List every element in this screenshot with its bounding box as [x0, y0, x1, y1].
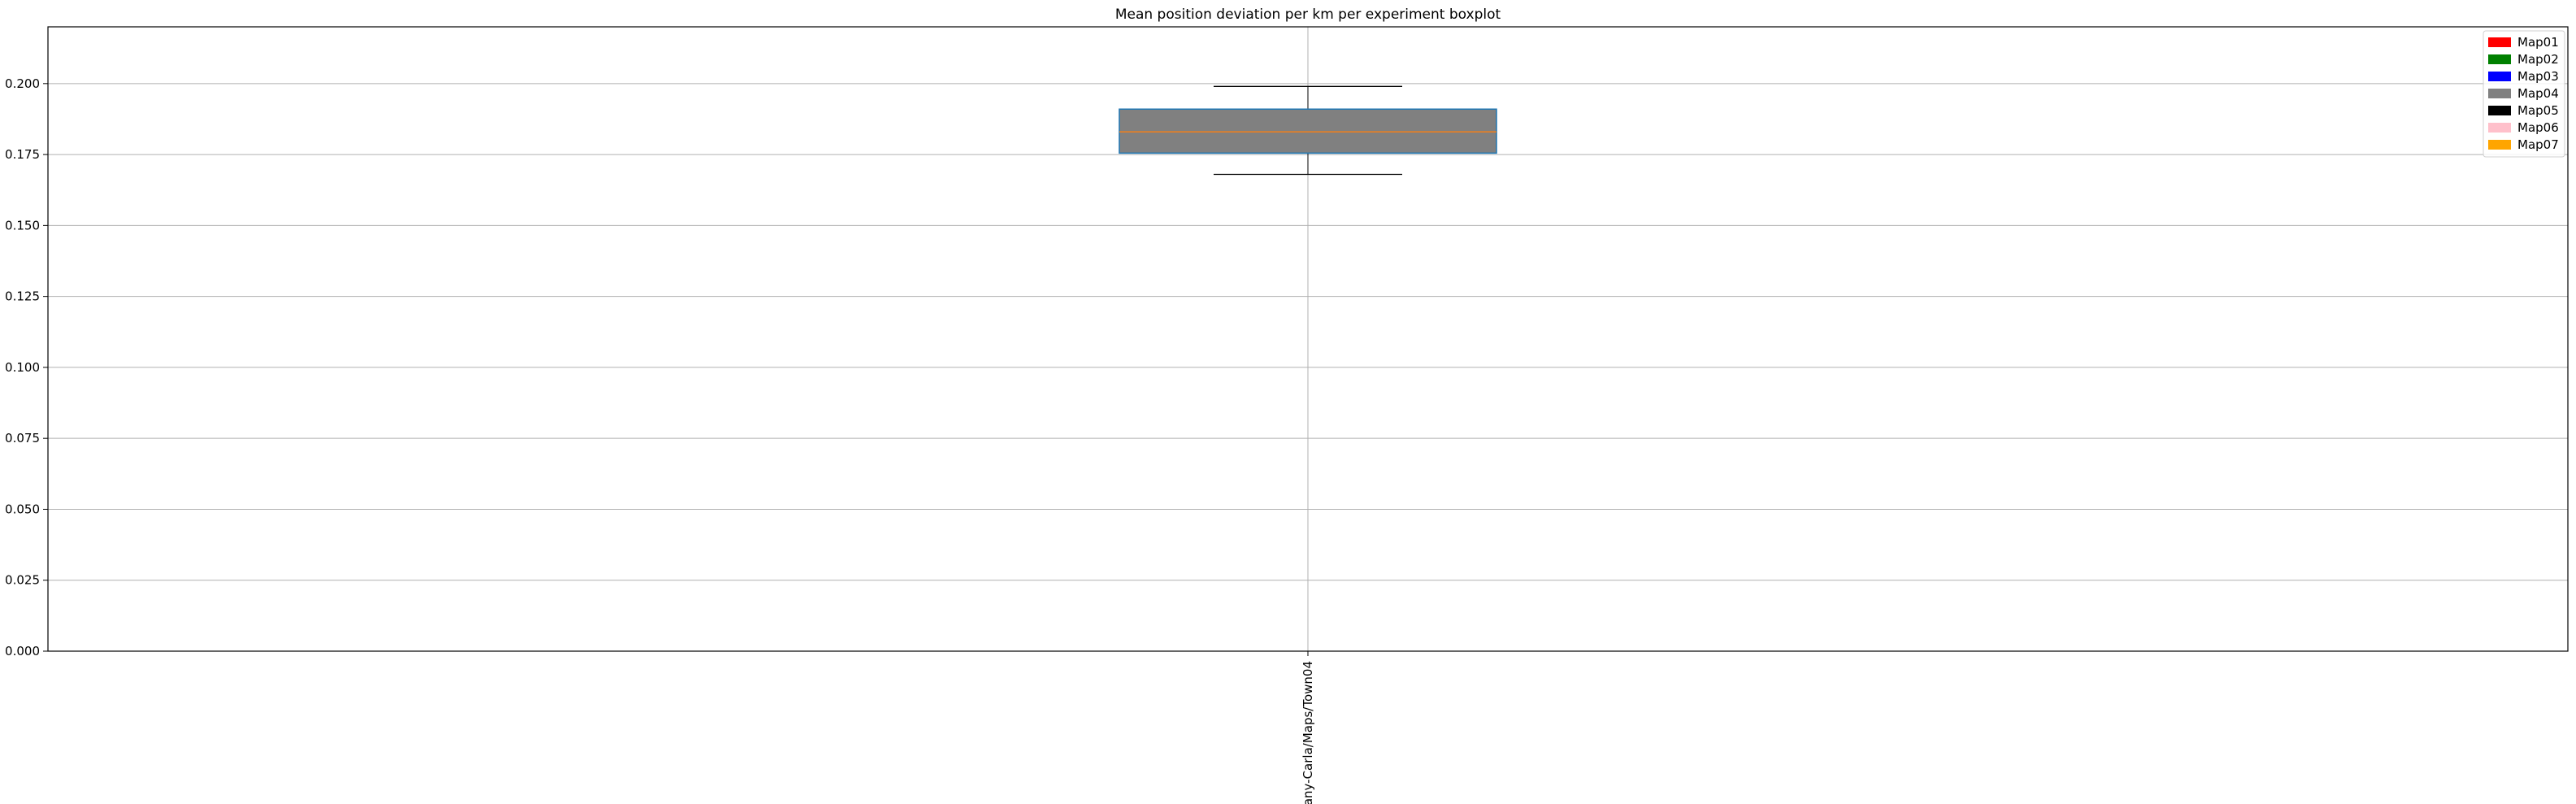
y-tick-label: 0.000 [5, 644, 40, 658]
legend-label: Map06 [2517, 120, 2559, 135]
y-tick-label: 0.200 [5, 76, 40, 91]
legend: Map01 Map02 Map03 Map04 Map05 Map06 Map07 [2483, 30, 2565, 158]
legend-label: Map01 [2517, 35, 2559, 50]
x-tick-label: any-Carla/Maps/Town04 [1301, 661, 1315, 804]
box-iqr [1119, 108, 1497, 154]
y-tick-label: 0.050 [5, 502, 40, 516]
legend-label: Map07 [2517, 137, 2559, 152]
legend-swatch [2488, 54, 2511, 64]
x-axis: any-Carla/Maps/Town04 [1301, 651, 1315, 804]
box-series [1119, 85, 1497, 176]
legend-swatch [2488, 37, 2511, 47]
y-tick-label: 0.150 [5, 218, 40, 233]
y-axis: 0.000 0.025 0.050 0.075 0.100 0.125 0.150 0.175… [5, 76, 48, 658]
y-tick-label: 0.075 [5, 431, 40, 445]
y-tick-label: 0.025 [5, 573, 40, 588]
y-tick-label: 0.100 [5, 360, 40, 375]
legend-label: Map05 [2517, 103, 2559, 118]
legend-swatch [2488, 72, 2511, 81]
legend-swatch [2488, 106, 2511, 115]
legend-label: Map04 [2517, 86, 2559, 101]
legend-label: Map03 [2517, 69, 2559, 84]
legend-swatch [2488, 123, 2511, 133]
y-tick-label: 0.175 [5, 147, 40, 162]
grid-lines [48, 27, 2568, 652]
legend-label: Map02 [2517, 52, 2559, 67]
y-tick-label: 0.125 [5, 289, 40, 304]
plot-frame [47, 26, 2569, 652]
legend-swatch [2488, 89, 2511, 98]
legend-swatch [2488, 140, 2511, 150]
chart-title: Mean position deviation per km per exper… [1115, 7, 1501, 23]
